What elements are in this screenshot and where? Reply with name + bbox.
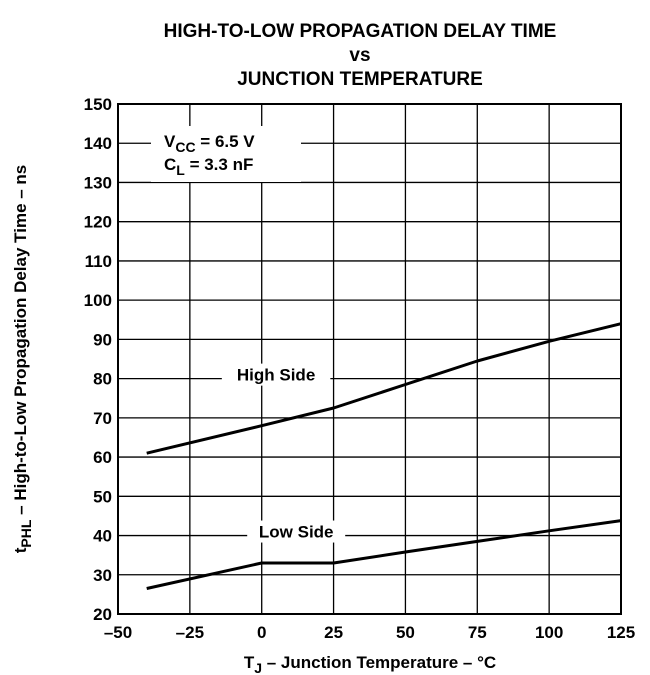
series-label-backing [221, 363, 331, 386]
x-tick-label: –25 [176, 623, 204, 642]
x-tick-label: –50 [104, 623, 132, 642]
x-tick-label: 75 [468, 623, 487, 642]
x-tick-label: 0 [257, 623, 266, 642]
chart-title-line-2: vs [349, 45, 370, 66]
x-axis-label: TJ – Junction Temperature – °C [244, 653, 496, 675]
condition-vcc: VCC = 6.5 V [164, 132, 255, 155]
y-tick-label: 80 [93, 370, 112, 389]
chart-title-line-1: HIGH-TO-LOW PROPAGATION DELAY TIME [164, 21, 557, 42]
y-tick-label: 90 [93, 330, 112, 349]
y-tick-label: 50 [93, 487, 112, 506]
y-axis-label: tPHL – High-to-Low Propagation Delay Tim… [11, 165, 34, 554]
chart-title-line-3: JUNCTION TEMPERATURE [237, 69, 483, 90]
y-tick-label: 120 [84, 213, 112, 232]
series-label-low-side: Low Side [259, 523, 334, 542]
y-tick-label: 130 [84, 173, 112, 192]
series-label-high-side: High Side [237, 366, 315, 385]
y-tick-label: 150 [84, 95, 112, 114]
x-tick-label: 100 [535, 623, 563, 642]
y-tick-label: 140 [84, 134, 112, 153]
series-label-backing [247, 520, 346, 543]
x-tick-label: 50 [396, 623, 415, 642]
y-tick-label: 70 [93, 409, 112, 428]
y-tick-label: 60 [93, 448, 112, 467]
y-tick-label: 40 [93, 527, 112, 546]
y-tick-label: 110 [85, 252, 112, 271]
x-tick-label: 25 [324, 623, 343, 642]
series-line-low-side [146, 519, 622, 590]
y-tick-label: 100 [84, 291, 112, 310]
condition-cl: CL = 3.3 nF [164, 155, 253, 178]
y-tick-label: 20 [93, 605, 112, 624]
plot-frame [117, 103, 622, 615]
x-tick-label: 125 [607, 623, 635, 642]
series-line-high-side [146, 322, 622, 455]
y-tick-label: 30 [93, 566, 112, 585]
plot-area [118, 104, 621, 614]
conditions-backing [151, 126, 301, 182]
